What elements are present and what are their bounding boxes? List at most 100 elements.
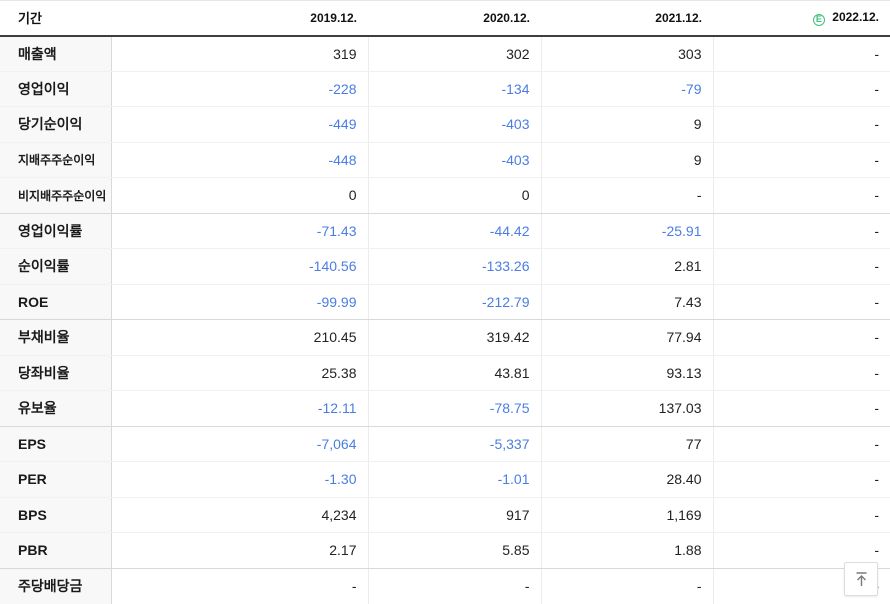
table-row: 당기순이익 -449 -403 9- — [0, 106, 890, 143]
estimate-badge-icon: E — [812, 13, 825, 26]
year-header-2021: 2021.12. — [541, 0, 713, 37]
table-row: 영업이익률 -71.43 -44.42 -25.91- — [0, 213, 890, 249]
cell-value: -71.43 — [111, 213, 368, 249]
year-header-2022-estimate: E 2022.12. — [713, 0, 890, 37]
cell-value: 137.03 — [540, 390, 713, 427]
cell-value: 319 — [111, 35, 368, 72]
row-label: 부채비율 — [0, 319, 112, 356]
cell-value: - — [712, 390, 890, 427]
row-label: PBR — [0, 532, 112, 569]
table-header: 기간 2019.12. 2020.12. 2021.12. E 2022.12. — [0, 0, 890, 37]
cell-value: - — [351, 578, 357, 594]
cell-value: - — [712, 284, 890, 320]
cell-value: -99.99 — [111, 284, 368, 320]
year-label: 2020.12. — [483, 10, 530, 25]
cell-value: -140.56 — [111, 248, 368, 285]
table-row: PBR 2.17 5.85 1.88- — [0, 532, 890, 569]
scroll-to-top-arrow-icon — [856, 571, 866, 586]
row-label: 비지배주주순이익 — [0, 177, 112, 214]
cell-value: - — [540, 568, 713, 604]
cell-value: -79 — [540, 71, 713, 107]
cell-value: - — [712, 106, 890, 143]
cell-value: 9 — [540, 106, 713, 143]
row-label: 당좌비율 — [0, 355, 112, 391]
cell-value: - — [367, 568, 541, 604]
cell-value: - — [712, 426, 890, 462]
cell-value: -212.79 — [367, 284, 541, 320]
row-label: 당기순이익 — [0, 106, 112, 143]
table-row: 주당배당금---- — [0, 568, 890, 604]
cell-value: -228 — [111, 71, 368, 107]
cell-value: - — [540, 177, 713, 214]
cell-value: 93.13 — [540, 355, 713, 391]
cell-value: 303 — [540, 35, 713, 72]
year-header-2020: 2020.12. — [368, 0, 541, 37]
row-label: BPS — [0, 497, 112, 533]
cell-value: 7.43 — [540, 284, 713, 320]
cell-value: -1.01 — [367, 461, 541, 498]
cell-value: - — [712, 497, 890, 533]
cell-value: 302 — [367, 35, 541, 72]
row-label: PER — [0, 461, 112, 498]
year-label: 2019.12. — [310, 10, 357, 25]
cell-value: 1,169 — [540, 497, 713, 533]
cell-value: -5,337 — [367, 426, 541, 462]
table-row: 지배주주순이익 -448 -403 9- — [0, 142, 890, 178]
row-label: 영업이익 — [0, 71, 112, 107]
table-row: 매출액 319 302 303- — [0, 35, 890, 72]
cell-value: 77.94 — [540, 319, 713, 356]
cell-value: -25.91 — [540, 213, 713, 249]
table-row: 비지배주주순이익 0 0- - — [0, 177, 890, 214]
row-label: 유보율 — [0, 390, 112, 427]
cell-value: - — [712, 35, 890, 72]
cell-value: 210.45 — [111, 319, 368, 356]
table-row: EPS -7,064 -5,337 77- — [0, 426, 890, 462]
cell-value: 2.17 — [111, 532, 368, 569]
table-row: ROE -99.99 -212.79 7.43- — [0, 284, 890, 320]
table-row: 영업이익 -228 -134 -79- — [0, 71, 890, 107]
cell-value: -449 — [111, 106, 368, 143]
cell-value: 1.88 — [540, 532, 713, 569]
table-row: 순이익률 -140.56 -133.26 2.81- — [0, 248, 890, 285]
year-header-2019: 2019.12. — [111, 0, 368, 37]
row-label: EPS — [0, 426, 112, 462]
cell-value: - — [712, 213, 890, 249]
header-row: 기간 2019.12. 2020.12. 2021.12. E 2022.12. — [0, 0, 890, 37]
cell-value: 2.81 — [540, 248, 713, 285]
cell-value: 25.38 — [111, 355, 368, 391]
table-row: BPS 4,234 917 1,169- — [0, 497, 890, 533]
row-label: 영업이익률 — [0, 213, 112, 249]
cell-value: 77 — [540, 426, 713, 462]
cell-value: -1.30 — [111, 461, 368, 498]
cell-value: - — [712, 248, 890, 285]
year-label: 2021.12. — [655, 10, 702, 25]
row-label: 지배주주순이익 — [0, 142, 112, 178]
cell-value: 9 — [540, 142, 713, 178]
cell-value: -403 — [367, 142, 541, 178]
row-label: 매출액 — [0, 35, 112, 72]
cell-value: -403 — [367, 106, 541, 143]
cell-value: 0 — [111, 177, 368, 214]
row-label: 주당배당금 — [0, 568, 112, 604]
cell-value: - — [712, 142, 890, 178]
cell-value: -134 — [367, 71, 541, 107]
period-header: 기간 — [0, 0, 111, 37]
cell-value: 28.40 — [540, 461, 713, 498]
cell-value: 43.81 — [367, 355, 541, 391]
cell-value: 0 — [367, 177, 541, 214]
cell-value: 5.85 — [367, 532, 541, 569]
cell-value: - — [712, 461, 890, 498]
table-body: 매출액 319 302 303- 영업이익 -228 -134 -79- 당기순이익 -449 -4… — [0, 35, 890, 604]
table-row: 유보율 -12.11 -78.75 137.03- — [0, 390, 890, 427]
table-row: 부채비율 210.45 319.42 77.94- — [0, 319, 890, 356]
scroll-to-top-button[interactable] — [844, 562, 878, 596]
cell-value: -78.75 — [367, 390, 541, 427]
cell-value: 319.42 — [367, 319, 541, 356]
cell-value: -12.11 — [111, 390, 368, 427]
cell-value: -44.42 — [367, 213, 541, 249]
year-label: 2022.12. — [832, 10, 879, 24]
table-row: PER -1.30 -1.01 28.40- — [0, 461, 890, 498]
cell-value: 917 — [367, 497, 541, 533]
table-row: 당좌비율 25.38 43.81 93.13- — [0, 355, 890, 391]
